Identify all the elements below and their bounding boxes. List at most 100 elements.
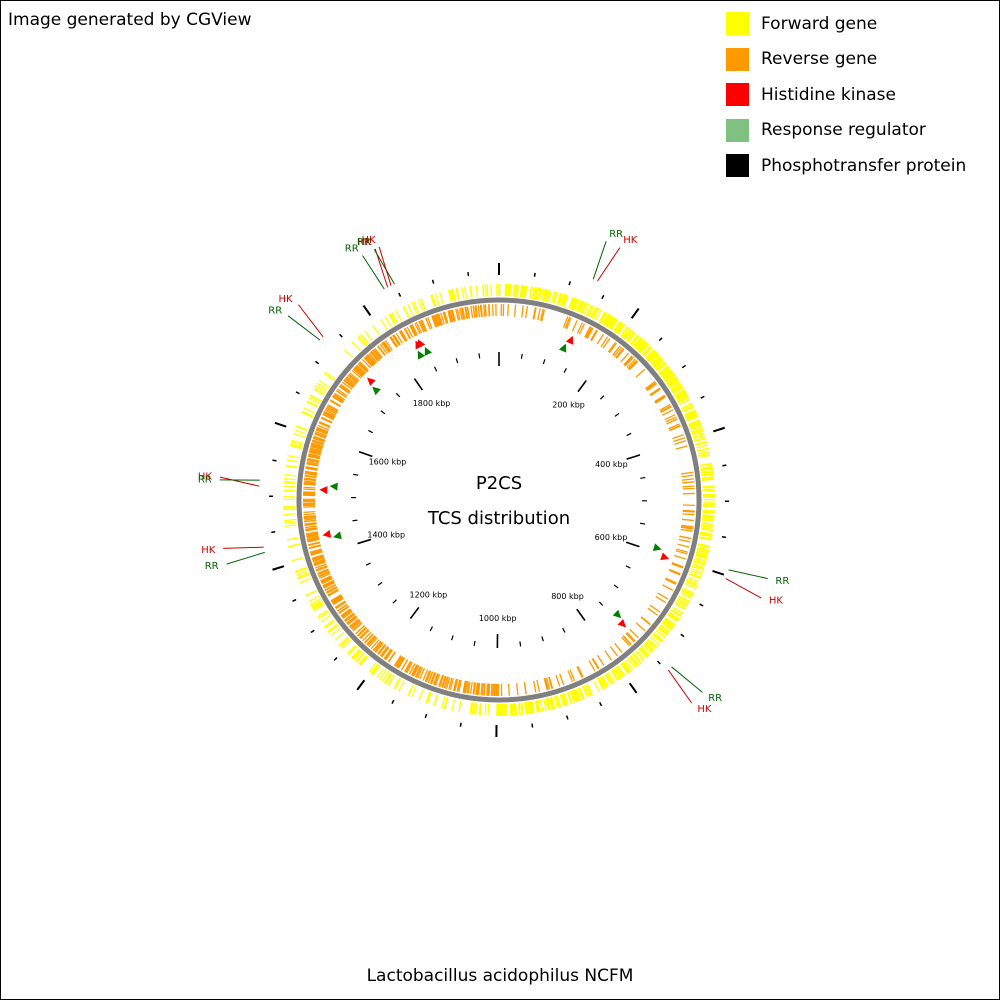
forward-gene <box>702 488 715 491</box>
reverse-gene <box>406 326 414 338</box>
forward-gene <box>520 702 523 715</box>
forward-gene <box>696 447 709 452</box>
reverse-gene <box>469 681 473 695</box>
forward-gene <box>547 290 553 303</box>
reverse-gene <box>314 432 327 438</box>
forward-gene <box>343 348 354 359</box>
reverse-gene <box>395 656 403 667</box>
forward-gene <box>684 409 696 416</box>
forward-gene <box>645 641 656 651</box>
forward-gene <box>452 288 456 301</box>
forward-gene <box>439 292 444 305</box>
forward-gene <box>305 590 317 597</box>
rr-label: RR <box>357 237 371 248</box>
reverse-gene <box>368 637 378 648</box>
forward-gene <box>591 307 598 319</box>
reverse-gene <box>367 354 377 364</box>
outer-tick-ring <box>269 263 730 737</box>
forward-gene <box>690 424 702 431</box>
reverse-gene <box>681 524 694 528</box>
forward-gene <box>509 284 512 297</box>
outer-tick <box>722 464 727 467</box>
reverse-gene <box>477 682 480 695</box>
hk-marker <box>322 529 332 538</box>
reverse-gene <box>340 608 351 617</box>
reverse-gene <box>537 308 541 321</box>
forward-gene <box>609 318 618 330</box>
rr-callout-line <box>671 666 703 693</box>
reverse-gene <box>335 390 347 398</box>
reverse-gene <box>404 661 412 673</box>
reverse-gene <box>466 306 471 319</box>
reverse-gene <box>397 657 406 669</box>
outer-tick <box>599 701 603 707</box>
rr-callout-line <box>362 255 385 290</box>
rr-label: RR <box>198 474 212 485</box>
reverse-gene <box>455 308 460 321</box>
outer-tick <box>391 699 395 704</box>
outer-tick <box>362 304 372 316</box>
reverse-gene <box>477 305 481 318</box>
reverse-gene <box>625 632 635 643</box>
forward-gene <box>667 614 679 622</box>
forward-gene <box>294 566 307 573</box>
reverse-gene <box>590 330 598 342</box>
reverse-gene <box>383 341 392 352</box>
reverse-gene <box>569 669 576 682</box>
forward-gene <box>693 560 706 566</box>
forward-gene <box>470 702 474 715</box>
reverse-gene <box>320 417 333 424</box>
forward-gene <box>364 330 373 341</box>
forward-gene <box>572 690 578 702</box>
forward-gene <box>636 340 646 351</box>
reverse-gene <box>480 683 483 696</box>
reverse-gene <box>303 515 316 518</box>
forward-gene <box>646 350 656 360</box>
reverse-gene <box>379 646 389 657</box>
forward-gene <box>592 680 600 692</box>
forward-gene <box>685 411 697 418</box>
reverse-gene <box>305 467 318 471</box>
forward-gene <box>351 649 362 660</box>
reverse-gene <box>609 646 619 657</box>
legend-label-response-regulator: Response regulator <box>761 120 926 141</box>
forward-gene <box>316 382 328 391</box>
legend-label-phosphotransfer-protein: Phosphotransfer protein <box>761 155 967 176</box>
reverse-gene <box>661 584 674 591</box>
reverse-gene <box>306 532 319 536</box>
reverse-gene <box>676 548 689 553</box>
forward-gene <box>621 662 631 673</box>
reverse-gene <box>396 656 404 668</box>
forward-gene <box>542 698 547 711</box>
reverse-gene <box>487 683 490 696</box>
reverse-gene <box>433 314 440 327</box>
forward-gene <box>509 703 512 716</box>
reverse-gene <box>399 330 407 342</box>
reverse-gene <box>356 364 366 374</box>
reverse-gene <box>336 388 348 397</box>
outer-tick <box>630 307 640 319</box>
reverse-gene <box>456 679 461 692</box>
reverse-gene <box>429 672 436 684</box>
forward-gene <box>320 614 332 623</box>
reverse-gene <box>415 321 423 334</box>
forward-gene <box>574 299 580 311</box>
forward-gene <box>540 288 545 301</box>
legend-label-reverse-gene: Reverse gene <box>761 49 878 70</box>
forward-gene <box>662 370 673 380</box>
outer-tick <box>531 723 534 728</box>
reverse-gene <box>304 523 317 527</box>
forward-gene <box>351 341 361 351</box>
reverse-gene <box>439 675 445 688</box>
reverse-gene <box>536 679 541 692</box>
reverse-gene <box>559 673 565 686</box>
reverse-gene <box>475 682 478 695</box>
forward-gene <box>596 678 604 690</box>
reverse-gene <box>304 472 317 476</box>
reverse-gene <box>441 676 447 688</box>
reverse-gene <box>548 676 553 689</box>
forward-gene <box>653 358 664 368</box>
forward-gene <box>647 352 658 362</box>
forward-gene <box>676 392 688 400</box>
